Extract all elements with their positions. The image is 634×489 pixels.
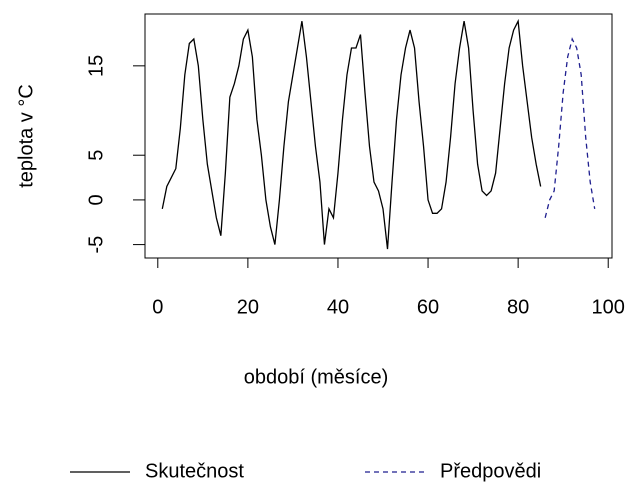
x-tick-label: 80 — [507, 296, 529, 318]
x-tick-label: 0 — [152, 296, 163, 318]
y-tick-label: 15 — [85, 55, 107, 77]
series-line — [161, 18, 542, 250]
legend-label: Předpovědi — [440, 460, 541, 482]
y-tick-label: -5 — [85, 236, 107, 254]
x-tick-label: 60 — [417, 296, 439, 318]
y-tick-label: 0 — [85, 194, 107, 205]
x-tick-label: 100 — [592, 296, 625, 318]
x-tick-label: 20 — [237, 296, 259, 318]
series-line — [544, 37, 596, 218]
y-tick-label: 5 — [85, 150, 107, 161]
x-axis-label: období (měsíce) — [244, 366, 389, 388]
x-tick-label: 40 — [327, 296, 349, 318]
plot-box — [144, 13, 613, 259]
y-axis-label: teplota v °C — [15, 84, 37, 188]
legend-label: Skutečnost — [145, 460, 244, 482]
